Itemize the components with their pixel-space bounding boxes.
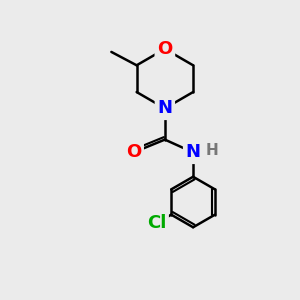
Text: Cl: Cl — [147, 214, 167, 232]
Text: H: H — [206, 143, 218, 158]
Text: O: O — [157, 40, 172, 58]
Text: O: O — [126, 143, 141, 161]
Text: N: N — [158, 99, 172, 117]
Text: N: N — [186, 143, 201, 161]
